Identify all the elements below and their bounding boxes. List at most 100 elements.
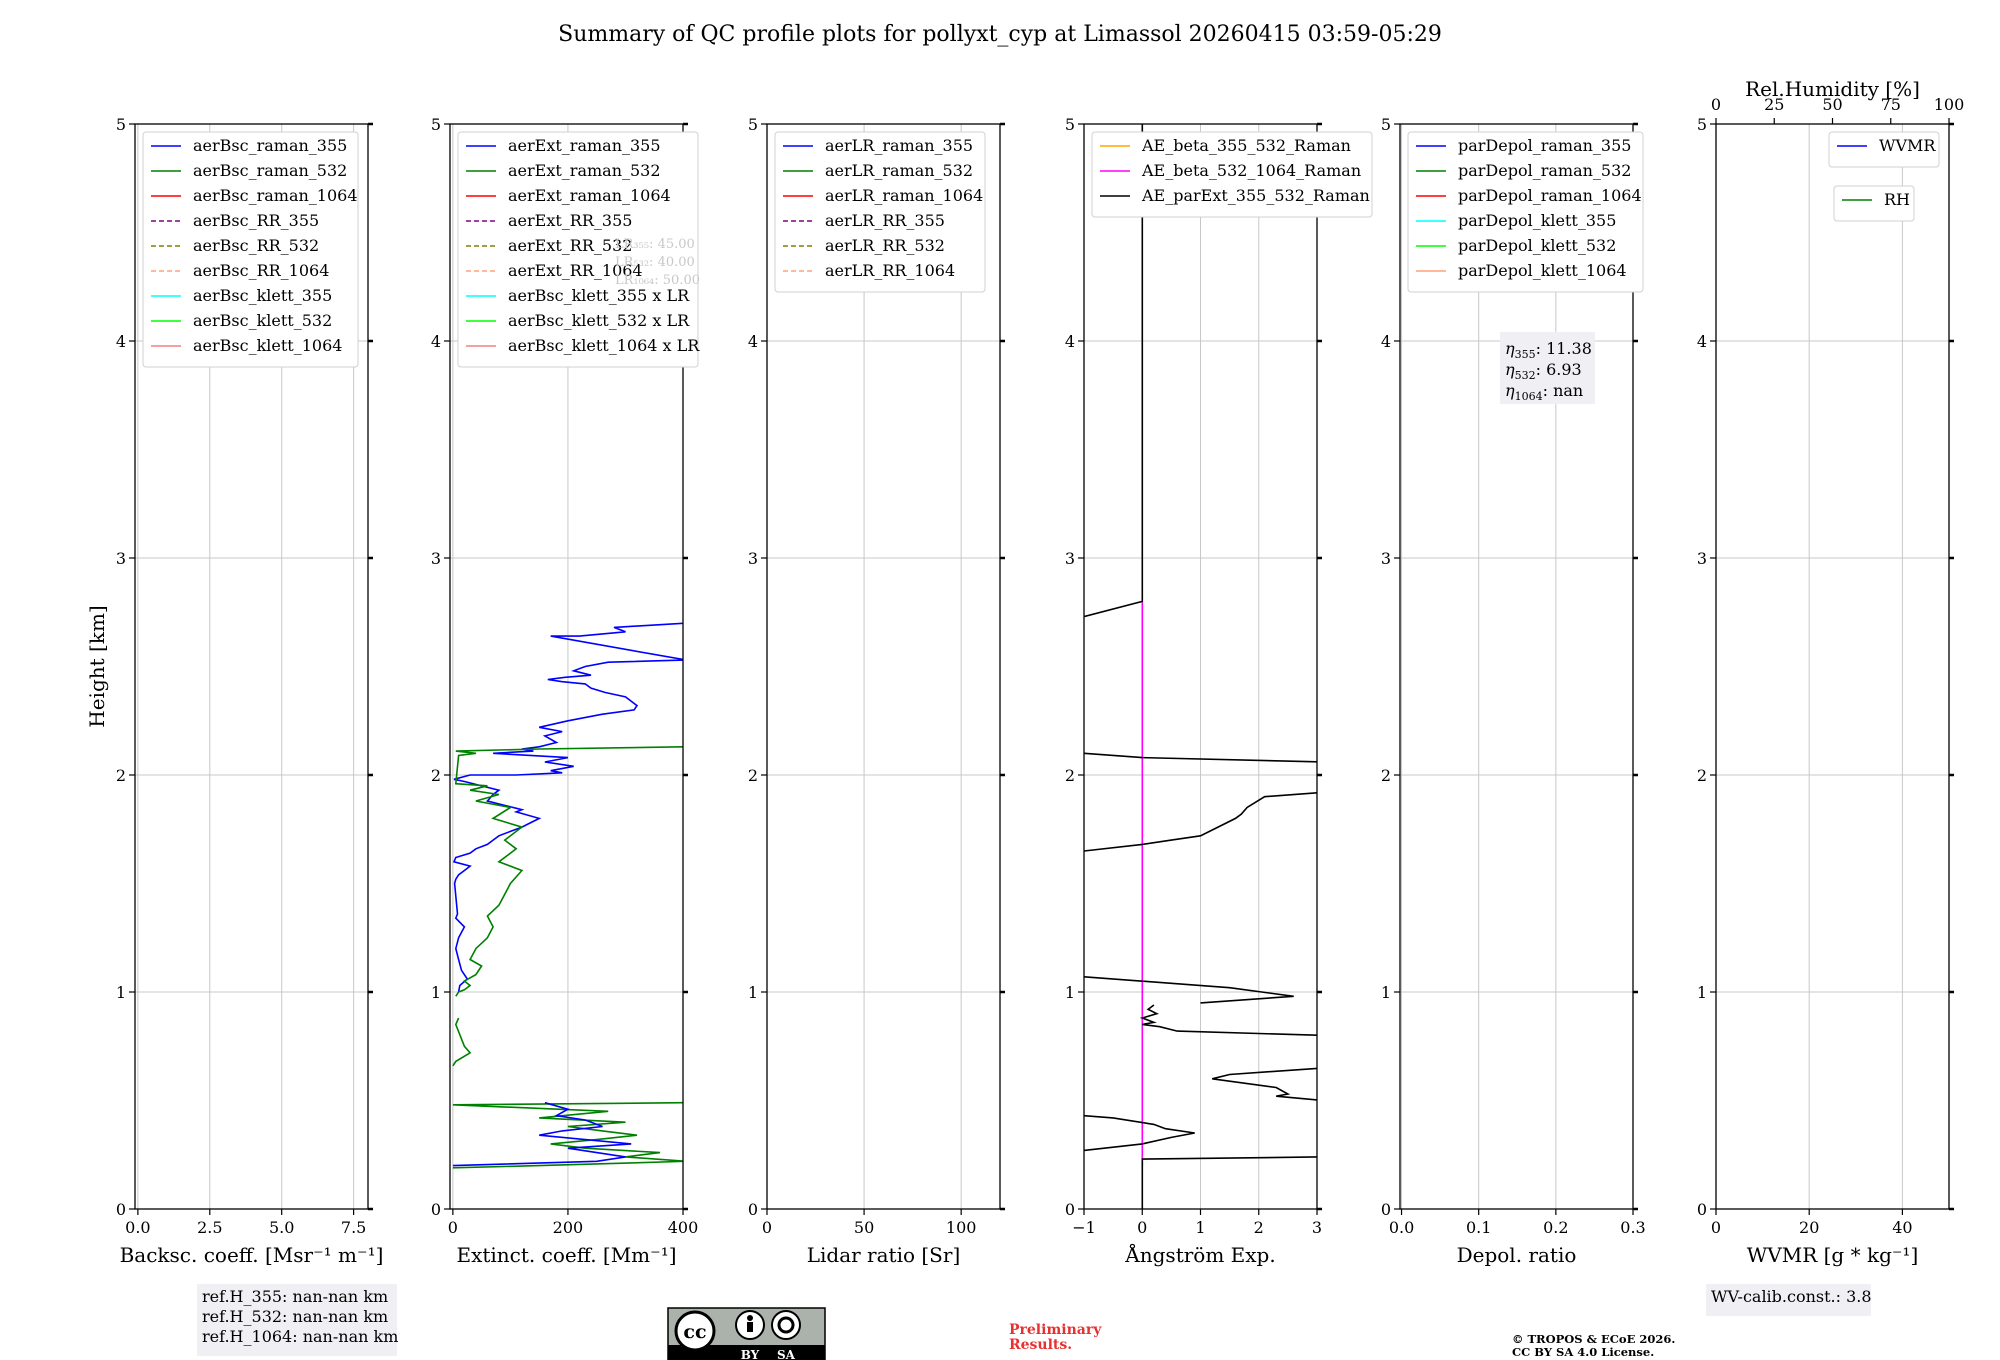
x-tick-label: 0.0 (1389, 1218, 1414, 1237)
cc-badge-strip (668, 1345, 825, 1360)
x2-axis-label: Rel.Humidity [%] (1745, 77, 1920, 101)
info-box (197, 1284, 397, 1356)
y-tick-label: 5 (431, 115, 441, 134)
legend-label: parDepol_klett_355 (1458, 211, 1616, 230)
y-tick-label: 4 (431, 332, 441, 351)
eta-annotation: η355: 11.38 (1505, 339, 1592, 361)
legend-label: aerBsc_raman_1064 (193, 186, 358, 205)
series-line-AE_parExt_355_532_Raman_h (1141, 1156, 1317, 1209)
lr-annotation: LR₅₃₂: 40.00 (615, 255, 695, 270)
x2-tick-label: 0 (1711, 95, 1721, 114)
x-tick-label: 2.5 (197, 1218, 222, 1237)
y-tick-label: 5 (116, 115, 126, 134)
y-tick-label: 0 (1697, 1200, 1707, 1219)
x-tick-label: 50 (854, 1218, 874, 1237)
y-tick-label: 4 (116, 332, 126, 351)
x-tick-label: 40 (1892, 1218, 1912, 1237)
legend-label: AE_beta_532_1064_Raman (1141, 161, 1361, 180)
y-tick-label: 3 (1697, 549, 1707, 568)
series-line-aerExt_raman_532_low (452, 1017, 472, 1067)
y-tick-label: 5 (1381, 115, 1391, 134)
y-tick-label: 2 (1697, 766, 1707, 785)
copyright-text: © TROPOS & ECoE 2026. (1512, 1332, 1675, 1346)
y-tick-label: 4 (1065, 332, 1075, 351)
legend-label: aerBsc_klett_1064 (193, 336, 342, 355)
x-axis-label: Ångström Exp. (1124, 1242, 1275, 1267)
series-line-aerExt_raman_532 (454, 746, 683, 997)
cc-by-text: BY (741, 1348, 760, 1360)
legend-label: AE_beta_355_532_Raman (1141, 136, 1351, 155)
preliminary-label: Preliminary (1009, 1322, 1102, 1338)
y-tick-label: 1 (1697, 983, 1707, 1002)
legend-label: aerExt_RR_1064 (508, 261, 643, 280)
legend-label: RH (1884, 190, 1910, 209)
y-tick-label: 1 (431, 983, 441, 1002)
x-tick-label: −1 (1072, 1218, 1096, 1237)
preliminary-label: Results. (1009, 1337, 1072, 1353)
lr-annotation: LR₁₀₆₄: 50.00 (615, 273, 700, 288)
legend-label: aerBsc_RR_1064 (193, 261, 329, 280)
legend-label: aerBsc_klett_355 (193, 286, 332, 305)
y-tick-label: 3 (748, 549, 758, 568)
legend-label: aerBsc_klett_532 x LR (508, 311, 690, 330)
series-line-AE_parExt_355_532_Raman_e (1139, 1004, 1317, 1037)
legend-label: aerLR_RR_1064 (825, 261, 955, 280)
panel-5: 0.0 0.1 0.2 0.3 0 1 2 3 4 5 Depol. ratio parDepol_r… (1381, 115, 1646, 1267)
legend-label: aerBsc_RR_355 (193, 211, 319, 230)
x-axis-label: Backsc. coeff. [Msr⁻¹ m⁻¹] (120, 1243, 384, 1267)
legend-label: AE_parExt_355_532_Raman (1141, 186, 1370, 205)
legend-label: aerBsc_RR_532 (193, 236, 319, 255)
info-text: ref.H_532: nan-nan km (202, 1307, 388, 1326)
y-tick-label: 0 (116, 1200, 126, 1219)
y-tick-label: 3 (1065, 549, 1075, 568)
x2-tick-label: 75 (1881, 95, 1901, 114)
y-tick-label: 2 (1381, 766, 1391, 785)
y-tick-label: 5 (1697, 115, 1707, 134)
x-axis-label: WVMR [g * kg⁻¹] (1747, 1243, 1919, 1267)
x-tick-label: 0 (762, 1218, 772, 1237)
x-tick-label: 2 (1254, 1218, 1264, 1237)
x-tick-label: 0.2 (1543, 1218, 1568, 1237)
cc-sa-text: SA (777, 1348, 796, 1360)
by-person-body (747, 1322, 753, 1332)
legend-label: parDepol_klett_532 (1458, 236, 1616, 255)
legend (142, 131, 359, 368)
x-tick-label: 5.0 (269, 1218, 294, 1237)
legend (774, 131, 986, 293)
y-tick-label: 3 (1381, 549, 1391, 568)
legend-label: parDepol_raman_355 (1458, 136, 1631, 155)
legend-label: aerBsc_raman_355 (193, 136, 347, 155)
x2-tick-label: 50 (1822, 95, 1842, 114)
cc-logo-text: cc (683, 1321, 706, 1343)
legend-label: parDepol_klett_1064 (1458, 261, 1627, 280)
legend-label: aerExt_RR_532 (508, 236, 632, 255)
legend-label: parDepol_raman_1064 (1458, 186, 1642, 205)
sa-arrow-icon (777, 1316, 795, 1334)
y-tick-label: 1 (1065, 983, 1075, 1002)
copyright-text: CC BY SA 4.0 License. (1512, 1345, 1654, 1359)
y-tick-label: 4 (1697, 332, 1707, 351)
lr-annotation: LR₃₅₅: 45.00 (615, 237, 695, 252)
cc-logo-icon (674, 1310, 716, 1352)
eta-annotation: η1064: nan (1505, 381, 1583, 403)
legend-label: aerBsc_klett_532 (193, 311, 332, 330)
x-tick-label: 7.5 (341, 1218, 366, 1237)
eta-box (1500, 332, 1595, 404)
legend-label: parDepol_raman_532 (1458, 161, 1631, 180)
info-text: ref.H_1064: nan-nan km (202, 1327, 398, 1346)
legend (1091, 131, 1373, 218)
legend-label: aerLR_raman_1064 (825, 186, 983, 205)
series-line-AE_parExt_355_532_Raman_f (1212, 1067, 1317, 1101)
eta-annotation: η532: 6.93 (1505, 360, 1582, 382)
legend-label: aerBsc_klett_1064 x LR (508, 336, 700, 355)
x-tick-label: 0 (1137, 1218, 1147, 1237)
legend-secondary (1833, 185, 1915, 222)
legend-label: WVMR (1879, 136, 1936, 155)
y-tick-label: 0 (1381, 1200, 1391, 1219)
axes-frame (1715, 123, 1950, 1210)
info-box (1706, 1284, 1871, 1316)
legend-label: aerExt_raman_1064 (508, 186, 671, 205)
y-tick-label: 3 (431, 549, 441, 568)
y-tick-label: 2 (1065, 766, 1075, 785)
